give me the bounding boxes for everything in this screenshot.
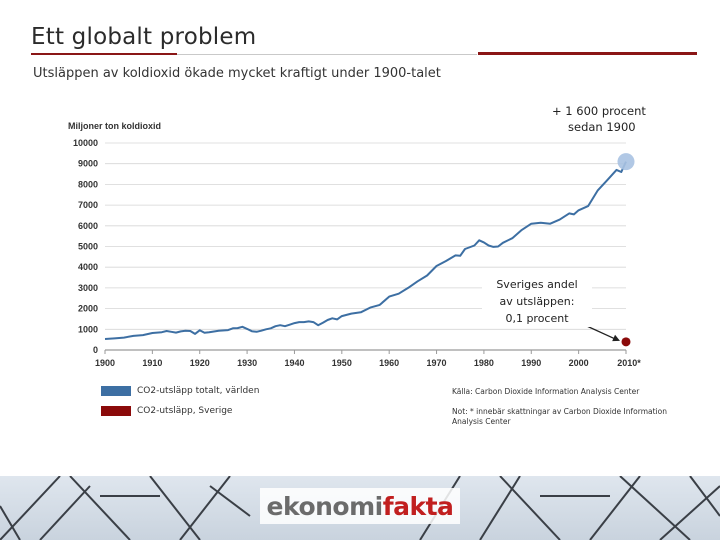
footer-banner: ekonomi fakta	[0, 476, 720, 540]
sweden-callout-line3: 0,1 procent	[505, 312, 569, 325]
logo-part-2: fakta	[382, 491, 454, 521]
sweden-endpoint-marker	[621, 337, 631, 347]
x-tick-label: 1980	[474, 358, 494, 368]
x-tick-label: 1960	[379, 358, 399, 368]
x-tick-label: 2010*	[617, 358, 641, 368]
y-tick-label: 10000	[73, 138, 98, 148]
legend-label-sweden: CO2-utsläpp, Sverige	[137, 406, 233, 416]
y-tick-label: 6000	[78, 221, 98, 231]
series-line-world	[104, 161, 627, 340]
y-tick-label: 7000	[78, 200, 98, 210]
x-tick-label: 2000	[569, 358, 589, 368]
legend-swatch-sweden	[101, 406, 131, 416]
legend-label-world: CO2-utsläpp totalt, världen	[137, 386, 260, 396]
title-rule	[177, 54, 477, 55]
sweden-arrowhead	[612, 334, 620, 342]
source-note: Källa: Carbon Dioxide Information Analys…	[452, 387, 640, 396]
footnote: Not: * innebär skattningar av Carbon Dio…	[452, 407, 667, 426]
legend-swatch-world	[101, 386, 131, 396]
legend-item-sweden: CO2-utsläpp, Sverige	[101, 405, 259, 417]
y-axis-label: Miljoner ton koldioxid	[68, 121, 161, 131]
logo-part-1: ekonomi	[266, 491, 384, 521]
x-tick-label: 1930	[237, 358, 257, 368]
y-tick-label: 4000	[78, 262, 98, 272]
slide-title: Ett globalt problem	[31, 24, 257, 50]
world-increase-line1: + 1 600 procent	[552, 104, 646, 118]
sweden-share-callout: Sveriges andel av utsläppen: 0,1 procent	[482, 276, 592, 327]
sweden-callout-line2: av utsläppen:	[499, 295, 575, 308]
y-tick-label: 5000	[78, 242, 98, 252]
y-tick-label: 2000	[78, 304, 98, 314]
ekonomifakta-logo: ekonomi fakta	[260, 488, 460, 524]
chart-legend: CO2-utsläpp totalt, världen CO2-utsläpp,…	[101, 385, 259, 425]
x-tick-label: 1970	[427, 358, 447, 368]
x-tick-label: 1990	[521, 358, 541, 368]
title-rule-accent-left	[31, 53, 177, 55]
x-tick-label: 1910	[142, 358, 162, 368]
chart-notes: Källa: Carbon Dioxide Information Analys…	[452, 387, 692, 437]
x-tick-label: 1920	[190, 358, 210, 368]
y-tick-label: 3000	[78, 283, 98, 293]
y-tick-label: 9000	[78, 159, 98, 169]
world-increase-line2: sedan 1900	[568, 120, 636, 134]
world-endpoint-marker	[617, 153, 635, 171]
co2-emissions-chart: 0 1000 2000 3000 4000 5000 6000 7000 8000 9000 100…	[73, 138, 641, 368]
world-increase-callout: + 1 600 procent sedan 1900	[552, 103, 672, 135]
x-tick-label: 1900	[95, 358, 115, 368]
title-rule-accent-right	[478, 52, 697, 55]
slide-subtitle: Utsläppen av koldioxid ökade mycket kraf…	[33, 66, 441, 81]
y-tick-label: 8000	[78, 179, 98, 189]
legend-item-world: CO2-utsläpp totalt, världen	[101, 385, 259, 397]
y-axis-ticks: 0 1000 2000 3000 4000 5000 6000 7000 8000 9000 100…	[73, 138, 98, 355]
y-tick-label: 1000	[78, 324, 98, 334]
x-tick-label: 1940	[284, 358, 304, 368]
sweden-callout-line1: Sveriges andel	[496, 278, 578, 291]
x-axis-ticks: 1900 1910 1920 1930 1940 1950 1960 1970 1980 1990…	[95, 350, 641, 368]
y-tick-label: 0	[93, 345, 98, 355]
x-tick-label: 1950	[332, 358, 352, 368]
